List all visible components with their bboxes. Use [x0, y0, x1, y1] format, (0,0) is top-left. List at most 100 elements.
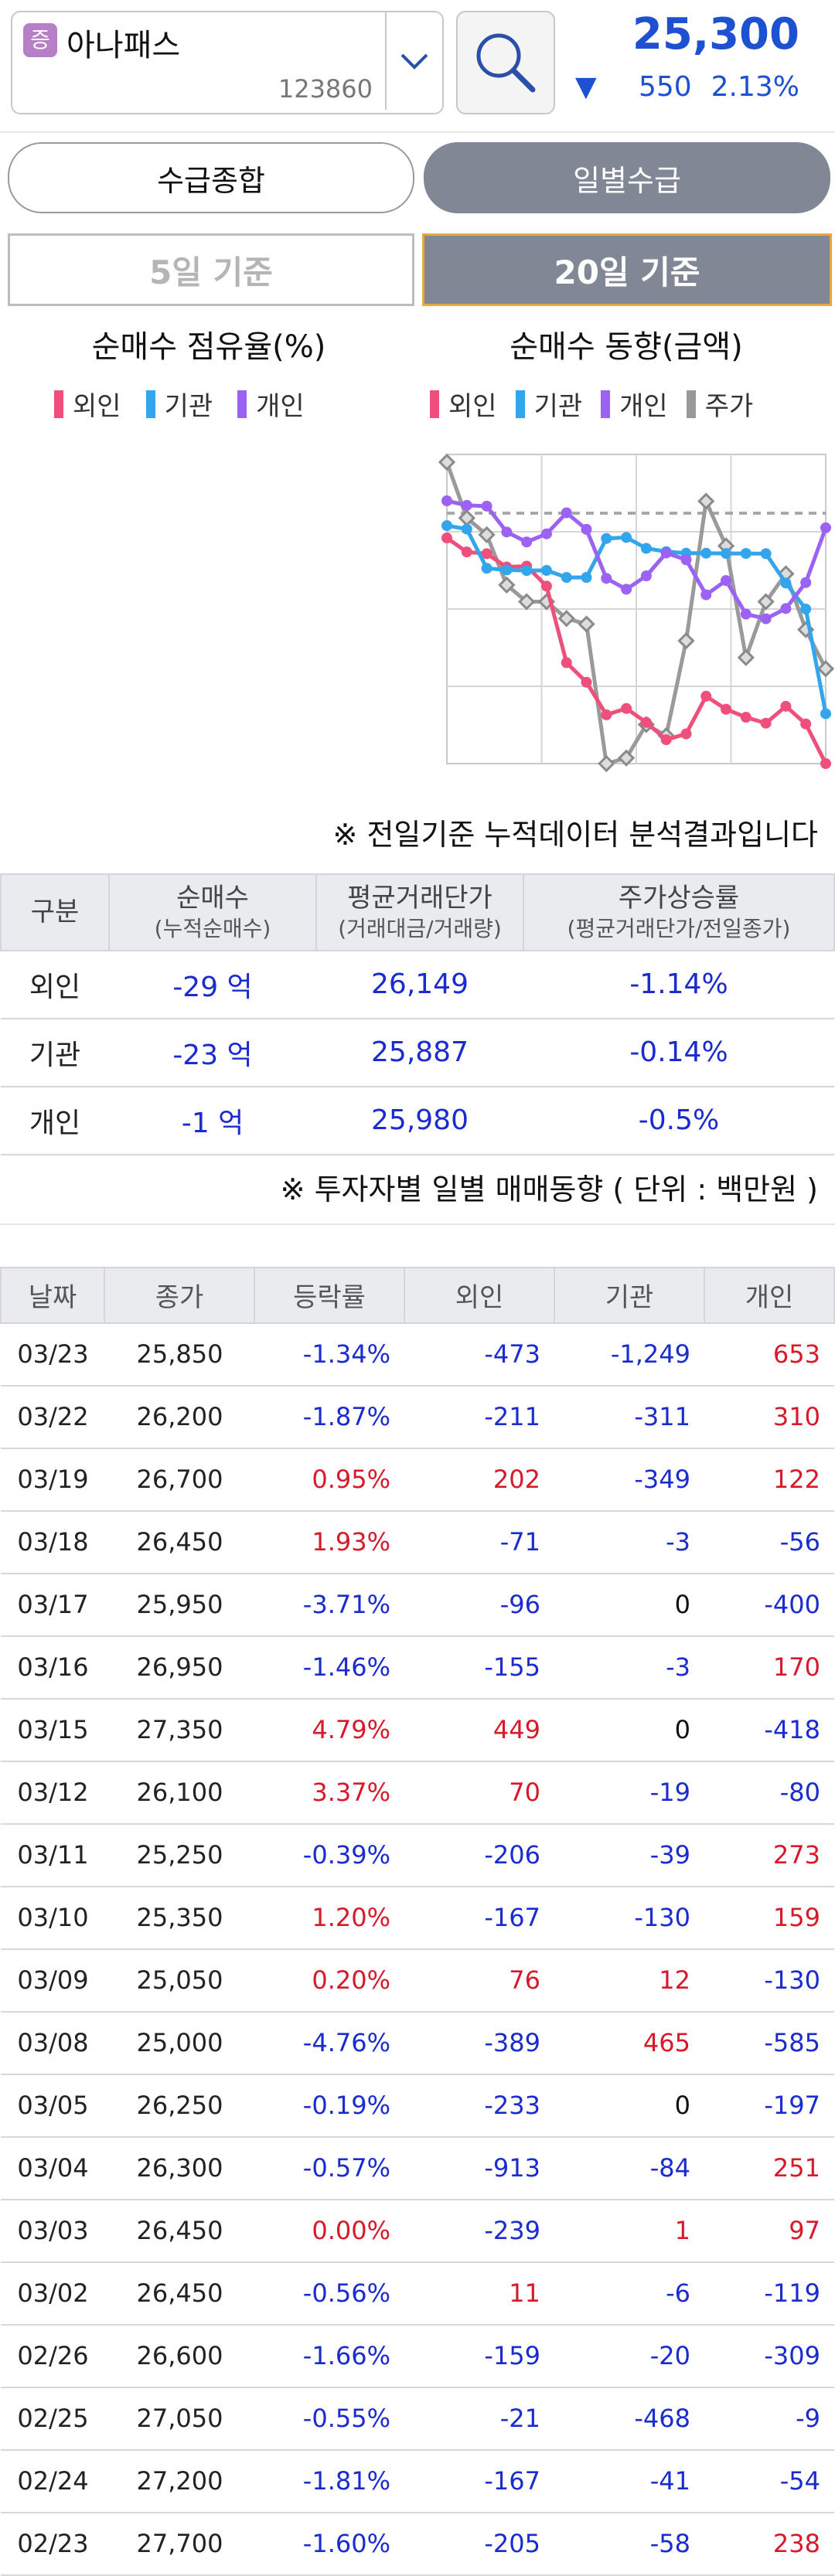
legend-item: 개인: [237, 385, 305, 423]
data-point-외인: [760, 717, 772, 729]
net-buy: -29 억: [109, 950, 316, 1019]
data-point-개인: [740, 608, 752, 620]
data-point-주가: [557, 610, 575, 628]
cell-foreign: -211: [404, 1385, 554, 1449]
cell-close: 25,950: [104, 1573, 254, 1637]
tab-daily-supply[interactable]: 일별수급: [424, 142, 830, 213]
cell-individual: 273: [704, 1823, 834, 1887]
net-buy: -23 억: [109, 1018, 316, 1087]
cell-close: 26,700: [104, 1448, 254, 1512]
data-point-개인: [521, 536, 533, 548]
daily-header: 종가: [104, 1266, 255, 1324]
cell-individual: -54: [704, 2449, 834, 2513]
stock-selector[interactable]: 증 아나패스 123860: [11, 11, 444, 114]
cell-close: 25,250: [104, 1823, 254, 1887]
data-point-외인: [800, 718, 812, 730]
data-point-기관: [540, 565, 552, 577]
row-label: 개인: [1, 1086, 109, 1155]
data-point-개인: [441, 495, 452, 506]
cell-close: 27,700: [104, 2512, 254, 2576]
tab-supply-summary[interactable]: 수급종합: [8, 142, 414, 213]
data-point-개인: [461, 499, 472, 511]
cell-institution: -20: [554, 2324, 704, 2388]
row-label: 기관: [1, 1018, 109, 1087]
data-point-개인: [501, 526, 513, 538]
data-point-주가: [677, 631, 695, 650]
cell-change-rate: 0.00%: [254, 2199, 404, 2263]
cell-individual: 310: [704, 1385, 834, 1449]
cell-close: 25,000: [104, 2011, 254, 2075]
table-row: 03/18 26,450 1.93% -71 -3 -56: [1, 1510, 834, 1574]
cell-institution: -349: [554, 1448, 704, 1512]
cell-close: 26,100: [104, 1761, 254, 1825]
data-point-개인: [621, 584, 632, 595]
daily-note: ※ 투자자별 일별 매매동향 ( 단위 : 백만원 ): [0, 1155, 835, 1225]
search-icon: [476, 33, 536, 93]
cell-institution: 465: [554, 2011, 704, 2075]
cell-date: 03/05: [1, 2074, 104, 2138]
data-point-외인: [721, 703, 732, 715]
cell-close: 25,050: [104, 1948, 254, 2013]
cell-date: 03/10: [1, 1886, 104, 1950]
data-point-기관: [581, 572, 592, 584]
cell-close: 26,450: [104, 2199, 254, 2263]
data-point-개인: [601, 573, 612, 584]
cell-close: 27,200: [104, 2449, 254, 2513]
data-point-외인: [700, 690, 712, 702]
cell-date: 02/23: [1, 2512, 104, 2576]
cell-institution: -3: [554, 1510, 704, 1574]
table-row: 03/19 26,700 0.95% 202 -349 122: [1, 1448, 834, 1512]
trend-chart-title: 순매수 동향(금액): [510, 329, 743, 365]
legend-item: 주가: [686, 385, 753, 423]
cell-institution: 0: [554, 1573, 704, 1637]
table-row: 03/11 25,250 -0.39% -206 -39 273: [1, 1823, 834, 1887]
data-point-외인: [461, 546, 472, 558]
cell-institution: 0: [554, 2074, 704, 2138]
cell-date: 03/19: [1, 1448, 104, 1512]
down-arrow-icon: ▼: [575, 71, 597, 103]
cell-close: 26,600: [104, 2324, 254, 2388]
cell-foreign: -473: [404, 1322, 554, 1387]
cell-date: 02/24: [1, 2449, 104, 2513]
data-point-개인: [760, 613, 772, 624]
legend-label: 외인: [448, 391, 497, 422]
legend-item: 외인: [430, 385, 497, 423]
tab-5-day[interactable]: 5일 기준: [8, 233, 414, 306]
data-point-개인: [680, 554, 692, 566]
legend-label: 기관: [533, 391, 583, 422]
search-button[interactable]: [456, 11, 555, 114]
cell-individual: 170: [704, 1635, 834, 1700]
cell-change-rate: -1.87%: [254, 1385, 404, 1449]
cell-institution: -41: [554, 2449, 704, 2513]
data-point-개인: [540, 528, 552, 539]
cell-individual: -418: [704, 1698, 834, 1762]
cell-date: 03/22: [1, 1385, 104, 1449]
cell-close: 26,950: [104, 1635, 254, 1700]
cell-date: 03/18: [1, 1510, 104, 1574]
data-point-개인: [481, 500, 492, 512]
cell-change-rate: -0.55%: [254, 2387, 404, 2451]
table-row: 03/05 26,250 -0.19% -233 0 -197: [1, 2074, 834, 2138]
data-point-외인: [640, 716, 652, 728]
cell-date: 02/26: [1, 2324, 104, 2388]
cell-date: 03/04: [1, 2136, 104, 2200]
data-point-외인: [621, 703, 632, 714]
legend-label: 외인: [73, 391, 121, 422]
data-point-기관: [481, 563, 492, 574]
cell-institution: 1: [554, 2199, 704, 2263]
cell-institution: 0: [554, 1698, 704, 1762]
cell-change-rate: -1.81%: [254, 2449, 404, 2513]
cell-institution: -58: [554, 2512, 704, 2576]
cell-foreign: -239: [404, 2199, 554, 2263]
stock-code: 123860: [278, 74, 373, 104]
cell-institution: -19: [554, 1761, 704, 1825]
dropdown-button[interactable]: [385, 12, 442, 110]
table-row: 03/17 25,950 -3.71% -96 0 -400: [1, 1573, 834, 1637]
cell-institution: -6: [554, 2261, 704, 2326]
data-point-주가: [498, 576, 516, 594]
tab-20-day[interactable]: 20일 기준: [422, 233, 832, 306]
data-point-주가: [518, 593, 536, 611]
avg-price: 26,149: [316, 950, 523, 1019]
data-point-기관: [640, 543, 652, 554]
daily-header: 날짜: [0, 1266, 105, 1324]
